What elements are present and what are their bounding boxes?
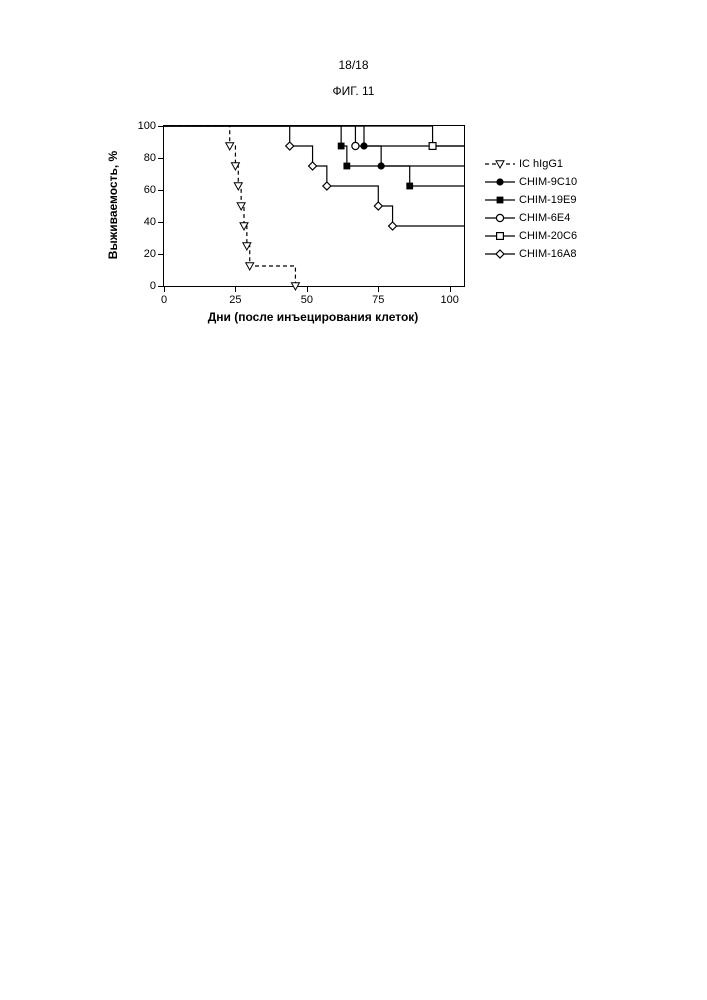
legend-label: CHIM-19E9 (519, 194, 576, 206)
series-line (164, 126, 464, 146)
x-tick-label: 50 (301, 294, 313, 306)
y-tick-label: 40 (144, 216, 156, 228)
y-tick (158, 254, 164, 255)
series-marker (352, 142, 359, 149)
x-tick (235, 286, 236, 292)
legend: IC hIgG1 CHIM-9C10 CHIM-19E9 CHIM-6E4 CHIM-2… (485, 155, 577, 263)
series-marker (374, 202, 382, 210)
y-tick-label: 80 (144, 152, 156, 164)
x-tick-label: 25 (229, 294, 241, 306)
legend-item: IC hIgG1 (485, 155, 577, 173)
page: 18/18 ФИГ. 11 Выживаемость, % Дни (после… (0, 0, 707, 1000)
figure-title: ФИГ. 11 (0, 84, 707, 98)
y-tick-label: 100 (138, 120, 156, 132)
y-tick-label: 60 (144, 184, 156, 196)
chart-lines (164, 126, 464, 286)
legend-item: CHIM-9C10 (485, 173, 577, 191)
y-axis-label: Выживаемость, % (106, 151, 120, 259)
legend-item: CHIM-6E4 (485, 209, 577, 227)
chart: Выживаемость, % Дни (после инъецирования… (105, 115, 615, 335)
legend-marker-icon (485, 247, 515, 261)
legend-marker-icon (485, 193, 515, 207)
x-tick (378, 286, 379, 292)
legend-item: CHIM-20C6 (485, 227, 577, 245)
x-tick (450, 286, 451, 292)
legend-marker-icon (485, 157, 515, 171)
series-marker (226, 143, 234, 150)
y-tick-label: 0 (150, 280, 156, 292)
series-line (164, 126, 464, 146)
legend-item: CHIM-19E9 (485, 191, 577, 209)
series-marker (338, 143, 345, 150)
series-marker (343, 163, 350, 170)
x-axis-label: Дни (после инъецирования клеток) (163, 310, 463, 324)
y-tick-label: 20 (144, 248, 156, 260)
x-tick (307, 286, 308, 292)
legend-marker-icon (485, 211, 515, 225)
legend-label: CHIM-9C10 (519, 176, 577, 188)
series-line (164, 126, 464, 186)
series-marker (389, 222, 397, 230)
x-tick-label: 75 (372, 294, 384, 306)
series-marker (286, 142, 294, 150)
series-marker (429, 143, 436, 150)
series-line (164, 126, 464, 226)
y-tick (158, 222, 164, 223)
series-marker (323, 182, 331, 190)
legend-label: IC hIgG1 (519, 158, 563, 170)
series-marker (291, 283, 299, 290)
legend-label: CHIM-20C6 (519, 230, 577, 242)
x-tick (164, 286, 165, 292)
y-tick (158, 190, 164, 191)
series-marker (406, 183, 413, 190)
legend-marker-icon (485, 175, 515, 189)
y-tick (158, 126, 164, 127)
legend-label: CHIM-16A8 (519, 248, 576, 260)
y-tick (158, 158, 164, 159)
plot-area: 0204060801000255075100 (163, 125, 465, 287)
legend-marker-icon (485, 229, 515, 243)
x-tick-label: 0 (161, 294, 167, 306)
series-marker (309, 162, 317, 170)
series-marker (246, 263, 254, 270)
x-tick-label: 100 (441, 294, 459, 306)
legend-label: CHIM-6E4 (519, 212, 570, 224)
page-number: 18/18 (0, 58, 707, 72)
legend-item: CHIM-16A8 (485, 245, 577, 263)
